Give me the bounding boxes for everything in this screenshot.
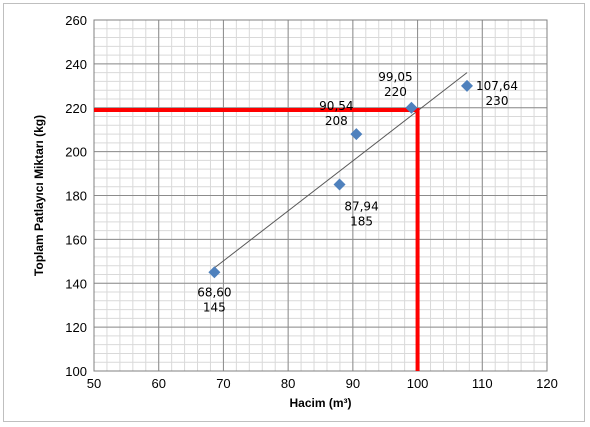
x-tick-label: 100 xyxy=(407,376,429,391)
plot-area xyxy=(93,19,548,372)
y-tick-label: 120 xyxy=(65,320,87,335)
data-points xyxy=(208,79,474,279)
y-tick-label: 260 xyxy=(65,13,87,28)
x-tick-label: 90 xyxy=(346,376,360,391)
y-axis-ticks: 100 120 140 160 180 200 220 240 260 xyxy=(65,13,87,379)
y-tick-label: 180 xyxy=(65,189,87,204)
y-tick-label: 140 xyxy=(65,276,87,291)
x-tick-label: 120 xyxy=(536,376,558,391)
trendline xyxy=(214,72,468,269)
data-label-y: 208 xyxy=(325,114,348,128)
data-label-y: 185 xyxy=(350,215,373,229)
data-label-x: 87,94 xyxy=(344,200,378,214)
data-point-marker xyxy=(461,79,474,92)
data-label-y: 230 xyxy=(486,94,509,108)
reference-lines xyxy=(94,107,420,371)
x-tick-label: 50 xyxy=(87,376,101,391)
scatter-chart: 50 60 70 80 90 100 110 120 100 120 140 160 180 200 22… xyxy=(32,13,558,410)
data-point-marker xyxy=(350,128,363,141)
x-tick-label: 80 xyxy=(281,376,295,391)
data-point-marker xyxy=(333,178,346,191)
data-label-x: 68,60 xyxy=(197,285,231,299)
x-axis-ticks: 50 60 70 80 90 100 110 120 xyxy=(87,376,558,391)
data-label-y: 145 xyxy=(203,300,226,314)
data-point-marker xyxy=(405,101,418,114)
y-tick-label: 200 xyxy=(65,145,87,160)
x-tick-label: 60 xyxy=(151,376,165,391)
data-point-marker xyxy=(208,266,221,279)
y-tick-label: 240 xyxy=(65,57,87,72)
x-tick-label: 70 xyxy=(216,376,230,391)
y-tick-label: 100 xyxy=(65,364,87,379)
y-axis-title: Toplam Patlayıcı Miktarı (kg) xyxy=(32,115,46,276)
chart-frame: 50 60 70 80 90 100 110 120 100 120 140 160 180 200 22… xyxy=(3,3,585,422)
data-label-x: 99,05 xyxy=(378,70,412,84)
y-tick-label: 160 xyxy=(65,232,87,247)
x-tick-label: 110 xyxy=(472,376,493,391)
x-axis-title: Hacim (m³) xyxy=(289,396,351,410)
data-label-x: 107,64 xyxy=(476,79,518,93)
y-tick-label: 220 xyxy=(65,101,87,116)
data-label-y: 220 xyxy=(384,85,407,99)
data-label-x: 90,54 xyxy=(319,99,353,113)
